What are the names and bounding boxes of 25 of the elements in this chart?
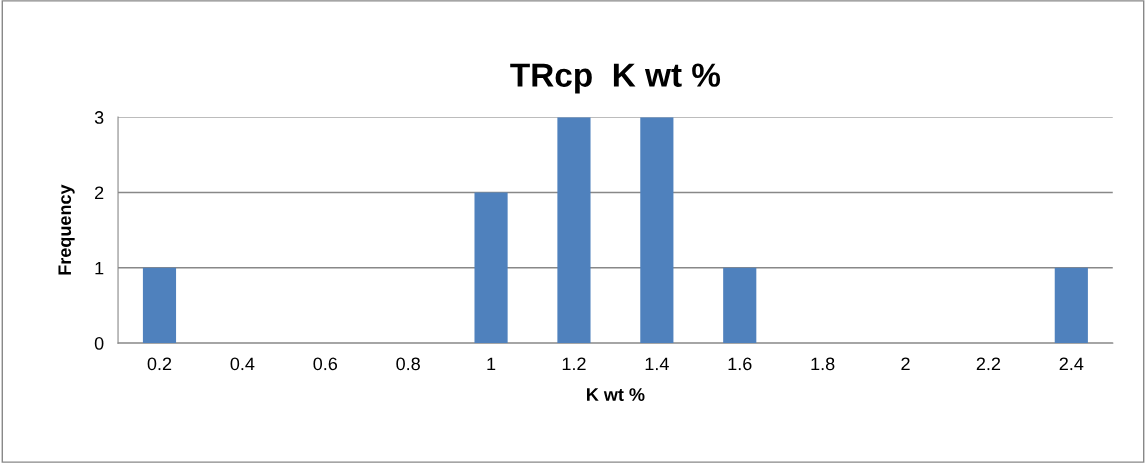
x-tick-label: 0.2 [147, 357, 172, 371]
y-axis-title: Frequency [58, 184, 75, 275]
bar [142, 267, 177, 344]
x-tick-label: 1.6 [728, 357, 752, 371]
y-tick-label: 0 [94, 337, 104, 350]
bar [474, 192, 508, 344]
y-tick-label: 1 [95, 261, 104, 275]
x-tick-label: 0.6 [313, 357, 338, 371]
x-tick-label: 1.2 [562, 357, 586, 371]
y-tick-label: 3 [94, 111, 104, 124]
x-tick-label: 2 [901, 357, 910, 371]
x-tick-label: 1 [487, 357, 496, 371]
x-axis-title: K wt % [587, 388, 645, 401]
x-tick-label: 0.4 [230, 357, 255, 371]
bar [1054, 267, 1088, 344]
x-tick-label: 1.8 [811, 357, 835, 371]
bar [557, 117, 591, 344]
chart-title: TRcp K wt % [510, 63, 721, 94]
bar [723, 267, 757, 344]
bar [640, 117, 674, 344]
y-tick-label: 2 [95, 186, 104, 199]
x-tick-label: 2.4 [1059, 357, 1084, 371]
x-tick-label: 0.8 [396, 357, 420, 371]
x-tick-label: 1.4 [645, 357, 669, 371]
x-tick-label: 2.2 [976, 357, 1001, 371]
